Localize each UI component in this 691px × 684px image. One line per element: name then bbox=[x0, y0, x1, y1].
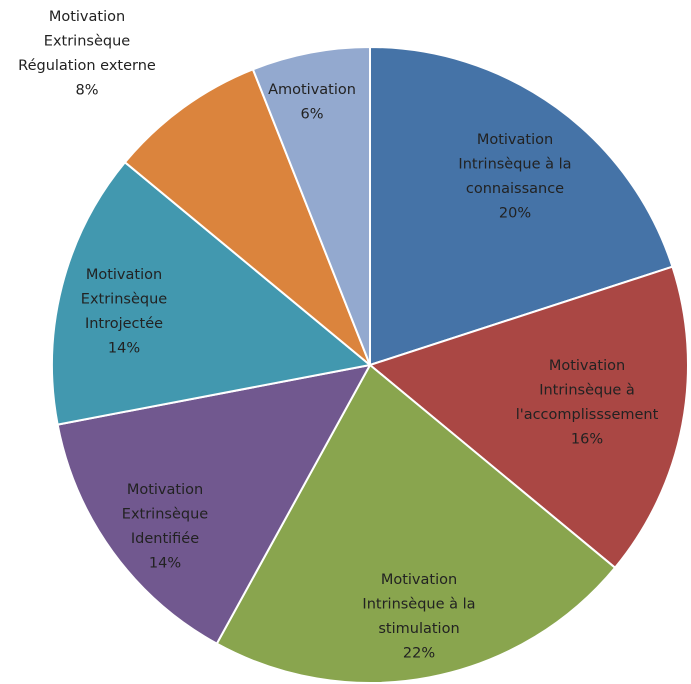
slice-label-line: Extrinsèque bbox=[122, 507, 208, 523]
slice-label-line: Intrinsèque à la bbox=[362, 597, 475, 613]
slice-label-3: Motivation Extrinsèque Identifiée 14% bbox=[122, 482, 208, 572]
slice-label-line: Extrinsèque bbox=[81, 292, 167, 308]
slice-label-line: stimulation bbox=[378, 621, 459, 637]
slice-label-6: Amotivation 6% bbox=[268, 82, 356, 123]
slice-label-line: Motivation bbox=[49, 9, 125, 25]
pie-slice-2 bbox=[215, 364, 617, 684]
slice-label-line: Introjectée bbox=[85, 316, 163, 332]
slice-value-label: 14% bbox=[149, 556, 181, 572]
slice-value-label: 14% bbox=[108, 341, 140, 357]
slice-value-label: 6% bbox=[300, 107, 323, 123]
slice-label-line: Motivation bbox=[549, 358, 625, 374]
slice-label-line: Régulation externe bbox=[18, 58, 156, 74]
slice-label-line: Motivation bbox=[86, 267, 162, 283]
slice-label-line: Motivation bbox=[381, 572, 457, 588]
pie-slice-3 bbox=[56, 364, 371, 645]
labels-layer: Motivation Intrinsèque à la connaissance 20… bbox=[18, 9, 658, 662]
slice-label-0: Motivation Intrinsèque à la connaissance 20… bbox=[458, 132, 571, 222]
slice-label-line: Identifiée bbox=[131, 531, 199, 547]
slice-label-2: Motivation Intrinsèque à la stimulation 22% bbox=[362, 572, 475, 662]
slice-value-label: 16% bbox=[571, 432, 603, 448]
pie-slice-5 bbox=[123, 68, 371, 366]
slice-label-line: Motivation bbox=[127, 482, 203, 498]
slice-label-5: Motivation Extrinsèque Régulation externe 8… bbox=[18, 9, 156, 99]
slice-label-line: Intrinsèque à bbox=[539, 383, 635, 399]
pie-slice-0 bbox=[369, 46, 674, 366]
slice-label-line: Amotivation bbox=[268, 82, 356, 98]
slice-label-line: Intrinsèque à la bbox=[458, 157, 571, 173]
slice-label-line: connaissance bbox=[466, 181, 564, 197]
slice-label-4: Motivation Extrinsèque Introjectée 14% bbox=[81, 267, 167, 357]
slice-label-1: Motivation Intrinsèque à l'accomplisssemen… bbox=[516, 358, 659, 448]
slice-value-label: 22% bbox=[403, 646, 435, 662]
pie-slice-4 bbox=[51, 161, 371, 426]
slice-label-line: Extrinsèque bbox=[44, 34, 130, 50]
slice-value-label: 8% bbox=[75, 83, 98, 99]
pie-slice-1 bbox=[369, 265, 689, 569]
slice-label-line: l'accomplisssement bbox=[516, 407, 659, 423]
slice-value-label: 20% bbox=[499, 206, 531, 222]
slices-layer bbox=[51, 46, 689, 684]
slice-label-line: Motivation bbox=[477, 132, 553, 148]
pie-slice-6 bbox=[251, 46, 371, 366]
